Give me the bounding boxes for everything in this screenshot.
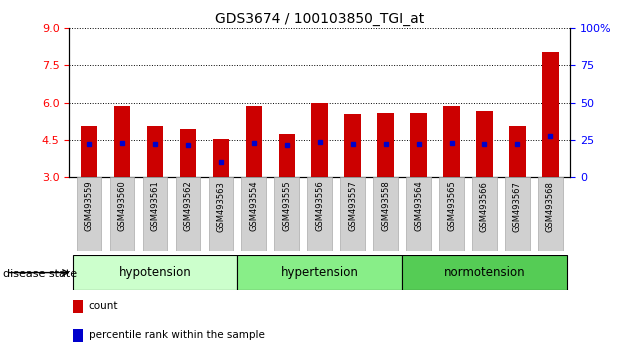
FancyBboxPatch shape <box>77 177 101 251</box>
Bar <box>311 103 328 177</box>
Bar <box>81 126 97 177</box>
Text: GSM493565: GSM493565 <box>447 181 456 232</box>
Text: GSM493563: GSM493563 <box>216 181 226 232</box>
FancyBboxPatch shape <box>472 177 497 251</box>
Bar <box>180 129 196 177</box>
FancyBboxPatch shape <box>72 255 238 290</box>
Text: GSM493562: GSM493562 <box>183 181 192 232</box>
Text: GSM493556: GSM493556 <box>315 181 324 232</box>
Text: GSM493566: GSM493566 <box>480 181 489 232</box>
Text: GSM493561: GSM493561 <box>151 181 159 232</box>
Bar <box>73 329 83 342</box>
Bar <box>114 107 130 177</box>
Text: GSM493564: GSM493564 <box>414 181 423 232</box>
Bar <box>147 126 163 177</box>
Text: percentile rank within the sample: percentile rank within the sample <box>89 330 265 340</box>
FancyBboxPatch shape <box>238 255 402 290</box>
Text: disease state: disease state <box>3 269 77 279</box>
Text: normotension: normotension <box>444 266 525 279</box>
Bar <box>73 300 83 313</box>
Bar <box>542 52 559 177</box>
FancyBboxPatch shape <box>176 177 200 251</box>
FancyBboxPatch shape <box>439 177 464 251</box>
Bar <box>377 113 394 177</box>
Bar <box>444 107 460 177</box>
Text: hypotension: hypotension <box>118 266 192 279</box>
Title: GDS3674 / 100103850_TGI_at: GDS3674 / 100103850_TGI_at <box>215 12 425 26</box>
FancyBboxPatch shape <box>209 177 233 251</box>
Bar <box>213 139 229 177</box>
Bar <box>509 126 525 177</box>
FancyBboxPatch shape <box>241 177 266 251</box>
Text: GSM493555: GSM493555 <box>282 181 291 232</box>
Text: GSM493558: GSM493558 <box>381 181 390 232</box>
Bar <box>476 112 493 177</box>
Text: hypertension: hypertension <box>281 266 358 279</box>
Bar <box>345 114 361 177</box>
Bar <box>246 107 262 177</box>
FancyBboxPatch shape <box>275 177 299 251</box>
Bar <box>410 113 427 177</box>
Text: GSM493560: GSM493560 <box>118 181 127 232</box>
Text: GSM493567: GSM493567 <box>513 181 522 232</box>
FancyBboxPatch shape <box>373 177 398 251</box>
FancyBboxPatch shape <box>110 177 134 251</box>
Text: GSM493557: GSM493557 <box>348 181 357 232</box>
FancyBboxPatch shape <box>340 177 365 251</box>
FancyBboxPatch shape <box>505 177 530 251</box>
FancyBboxPatch shape <box>142 177 168 251</box>
FancyBboxPatch shape <box>402 255 567 290</box>
Text: GSM493568: GSM493568 <box>546 181 555 232</box>
Bar <box>278 135 295 177</box>
Text: GSM493559: GSM493559 <box>84 181 94 232</box>
FancyBboxPatch shape <box>307 177 332 251</box>
FancyBboxPatch shape <box>538 177 563 251</box>
Text: GSM493554: GSM493554 <box>249 181 258 232</box>
FancyBboxPatch shape <box>406 177 431 251</box>
Text: count: count <box>89 302 118 312</box>
